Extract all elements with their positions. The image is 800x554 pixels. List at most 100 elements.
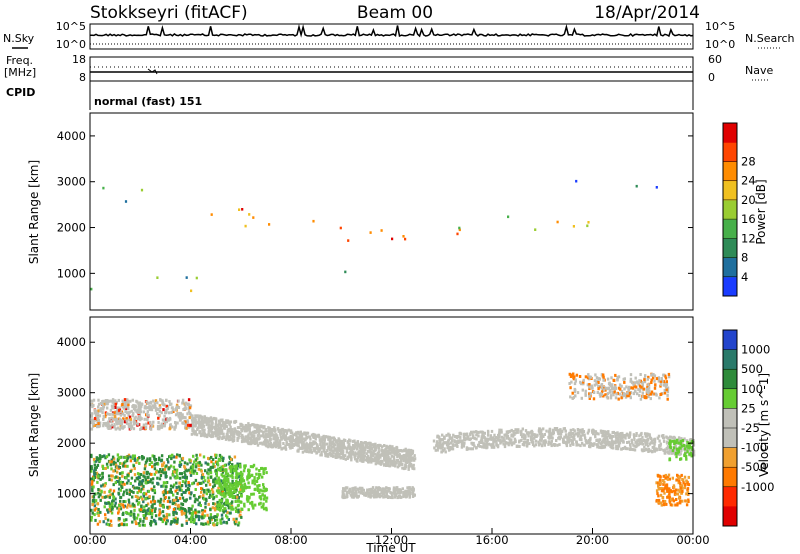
velocity-cell (217, 426, 221, 430)
velocity-cell (211, 465, 214, 469)
velocity-cell (391, 496, 394, 500)
velocity-cell (362, 459, 365, 463)
velocity-cell (250, 431, 253, 435)
velocity-cell (103, 490, 106, 494)
velocity-cell (252, 506, 255, 510)
velocity-cell (229, 431, 233, 435)
velocity-cell (117, 511, 120, 515)
velocity-cell (182, 416, 186, 419)
velocity-cell (216, 500, 219, 504)
velocity-cell (190, 432, 194, 436)
velocity-cell (388, 464, 392, 468)
velocity-cell (346, 486, 349, 490)
velocity-cell (166, 499, 170, 503)
velocity-cell (393, 492, 397, 496)
velocity-cell (533, 433, 537, 437)
velocity-cell (495, 439, 498, 443)
velocity-cell (122, 505, 125, 509)
velocity-cell (124, 476, 128, 480)
velocity-cell (244, 429, 247, 433)
velocity-cell (264, 442, 267, 446)
velocity-cell (373, 459, 376, 463)
velocity-cell (126, 473, 129, 477)
velocity-cell (255, 467, 258, 471)
velocity-cell (227, 427, 230, 431)
velocity-cell (570, 380, 573, 384)
velocity-cell (92, 422, 95, 426)
velocity-cell (514, 428, 517, 432)
velocity-cell (353, 487, 356, 491)
velocity-cell (369, 456, 373, 460)
velocity-cell (634, 440, 637, 444)
velocity-cell (452, 433, 455, 437)
velocity-cell (184, 468, 187, 472)
velocity-cell (441, 433, 444, 437)
velocity-cell (218, 421, 221, 425)
velocity-cell (318, 435, 321, 439)
velocity-cell (403, 457, 407, 460)
velocity-cell (102, 467, 105, 470)
velocity-cell (149, 522, 152, 525)
velocity-cell (569, 395, 572, 399)
velocity-cell (285, 437, 288, 441)
velocity-cell (90, 414, 93, 418)
velocity-cell (352, 447, 356, 451)
velocity-cell (146, 502, 150, 506)
velocity-cell (221, 489, 224, 493)
velocity-cell (213, 523, 216, 527)
velocity-cell (146, 406, 149, 410)
velocity-cell (267, 445, 270, 449)
velocity-cell (655, 499, 658, 503)
velocity-cell (153, 467, 157, 471)
velocity-cell (211, 425, 214, 429)
velocity-cell (93, 417, 97, 420)
velocity-cell (366, 446, 370, 449)
velocity-cell (394, 463, 397, 467)
velocity-xtick-label: 20:00 (576, 533, 609, 547)
velocity-cell (682, 478, 685, 482)
velocity-cell (244, 486, 247, 490)
velocity-cell (143, 467, 147, 471)
velocity-cell (578, 437, 582, 441)
velocity-cell (234, 428, 237, 432)
velocity-cell (540, 436, 543, 440)
velocity-cell (579, 382, 583, 386)
velocity-cell (366, 457, 369, 460)
velocity-cell (645, 396, 648, 400)
velocity-cell (690, 446, 694, 450)
velocity-cell (166, 505, 169, 509)
velocity-cell (256, 434, 260, 438)
velocity-cell (195, 472, 199, 475)
velocity-cell (97, 418, 100, 422)
velocity-cell (210, 460, 213, 464)
power-cell (402, 235, 405, 238)
velocity-cell (462, 444, 466, 448)
velocity-cell (202, 431, 206, 435)
velocity-cell (201, 509, 204, 513)
velocity-cell (300, 441, 303, 445)
velocity-cell (138, 456, 141, 460)
velocity-cell (475, 433, 478, 437)
velocity-cell (225, 432, 229, 436)
velocity-cell (348, 443, 351, 446)
velocity-cell (599, 429, 603, 433)
velocity-cell (389, 496, 392, 499)
velocity-cell (236, 438, 239, 442)
velocity-cell (133, 486, 136, 490)
velocity-cell (186, 423, 190, 427)
velocity-cell (215, 468, 218, 472)
velocity-cell (126, 505, 129, 509)
velocity-cell (231, 479, 234, 483)
velocity-cell (584, 393, 587, 397)
velocity-cell (223, 487, 226, 491)
velocity-cell (161, 503, 164, 507)
velocity-cell (176, 476, 179, 480)
velocity-cell (589, 392, 592, 395)
velocity-cell (434, 448, 437, 452)
velocity-cell (157, 413, 161, 417)
velocity-cell (249, 465, 253, 469)
power-cell (587, 221, 590, 224)
velocity-cell (129, 417, 133, 421)
velocity-cell (117, 419, 120, 423)
velocity-cell (144, 426, 148, 429)
